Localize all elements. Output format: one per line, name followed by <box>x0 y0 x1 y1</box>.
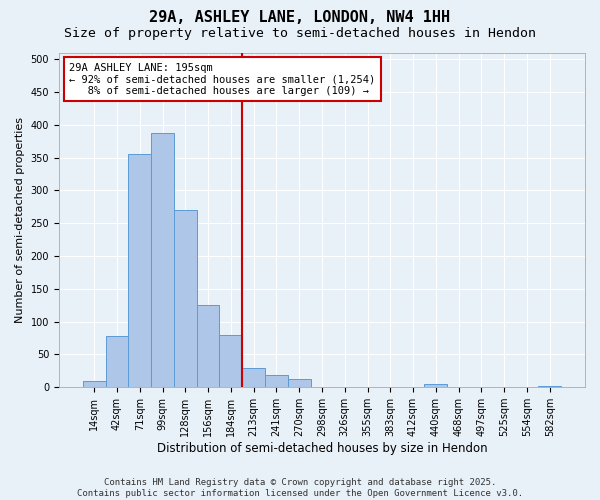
Bar <box>128 154 151 387</box>
Bar <box>106 336 128 387</box>
Text: Contains HM Land Registry data © Crown copyright and database right 2025.
Contai: Contains HM Land Registry data © Crown c… <box>77 478 523 498</box>
Bar <box>220 334 242 387</box>
Bar <box>288 378 311 387</box>
Text: 29A ASHLEY LANE: 195sqm
← 92% of semi-detached houses are smaller (1,254)
   8% : 29A ASHLEY LANE: 195sqm ← 92% of semi-de… <box>70 62 376 96</box>
Bar <box>83 380 106 387</box>
Bar <box>151 132 174 387</box>
Bar <box>538 386 561 387</box>
Text: 29A, ASHLEY LANE, LONDON, NW4 1HH: 29A, ASHLEY LANE, LONDON, NW4 1HH <box>149 10 451 25</box>
Bar <box>424 384 447 387</box>
Y-axis label: Number of semi-detached properties: Number of semi-detached properties <box>15 117 25 323</box>
Bar <box>265 376 288 387</box>
Bar <box>174 210 197 387</box>
Bar <box>197 305 220 387</box>
X-axis label: Distribution of semi-detached houses by size in Hendon: Distribution of semi-detached houses by … <box>157 442 487 455</box>
Text: Size of property relative to semi-detached houses in Hendon: Size of property relative to semi-detach… <box>64 28 536 40</box>
Bar <box>242 368 265 387</box>
